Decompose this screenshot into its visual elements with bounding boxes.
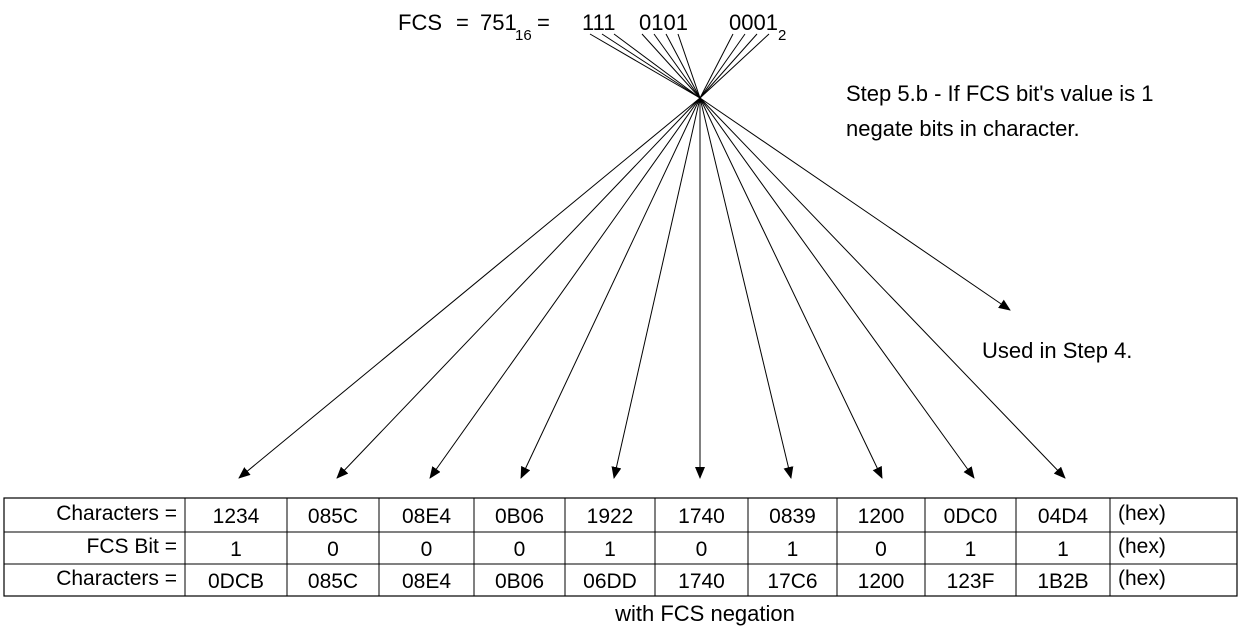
binary-group: 111 [582, 10, 615, 35]
table-cell: 085C [308, 505, 358, 528]
table-caption: with FCS negation [614, 601, 795, 626]
table-cell: 1200 [858, 570, 905, 593]
hex-base-subscript: 16 [515, 27, 532, 44]
bit-line [653, 33, 701, 99]
bit-arrow [336, 97, 701, 479]
table-cell: 0839 [769, 505, 816, 528]
table-cell: 0 [421, 538, 433, 561]
table-cell: 1 [604, 538, 616, 561]
bit-line [665, 33, 701, 99]
bit-line [699, 33, 734, 99]
converging-lines [589, 33, 770, 99]
bit-arrow [699, 97, 794, 479]
table-cell: 04D4 [1038, 505, 1089, 528]
arrows [238, 97, 1066, 479]
bit-arrow [238, 97, 701, 479]
table-cell: 0B06 [495, 505, 544, 528]
equals-sign: = [456, 10, 469, 35]
row-label: FCS Bit = [87, 535, 177, 558]
bit-line [699, 33, 770, 99]
fcs-hex-value: 751 [480, 10, 517, 35]
row-label: Characters = [56, 567, 177, 590]
step-5b-note-line2: negate bits in character. [846, 116, 1080, 141]
table-cell: 0DCB [208, 570, 264, 593]
bit-line [601, 33, 701, 99]
table-cell: 1 [787, 538, 799, 561]
bit-arrow [429, 97, 701, 479]
table-cell: 0 [875, 538, 887, 561]
bit-arrow [611, 97, 701, 479]
unit-label: (hex) [1118, 535, 1166, 558]
fcs-equation: FCS = 751 16 = 111 0101 0001 2 [398, 10, 786, 44]
table-cell: 1 [230, 538, 242, 561]
table-cell: 1234 [213, 505, 260, 528]
table-cell: 08E4 [402, 505, 451, 528]
bit-arrow [699, 97, 883, 479]
bit-arrow [520, 97, 701, 479]
table-cell: 17C6 [767, 570, 817, 593]
table-cell: 1922 [587, 505, 634, 528]
binary-group: 0001 [729, 10, 778, 35]
table-cell: 085C [308, 570, 358, 593]
table-cell: 0B06 [495, 570, 544, 593]
fcs-table: Characters = 1234 085C 08E4 0B06 1922 1740 0839… [3, 497, 1238, 597]
table-cell: 1 [965, 538, 977, 561]
table-cell: 0 [327, 538, 339, 561]
table-cell: 06DD [583, 570, 637, 593]
bit-arrow [699, 97, 975, 479]
table-border [3, 497, 1238, 597]
unit-label: (hex) [1118, 502, 1166, 525]
bit-arrow [699, 97, 1011, 311]
fcs-label: FCS [398, 10, 442, 35]
equals-sign: = [537, 10, 550, 35]
bit-line [641, 33, 701, 99]
bit-arrow [699, 97, 1066, 479]
table-cell: 1200 [858, 505, 905, 528]
table-cell: 123F [947, 570, 995, 593]
bit-line [589, 33, 701, 99]
table-cell: 1740 [678, 505, 725, 528]
binary-base-subscript: 2 [778, 27, 786, 44]
bit-line [677, 33, 701, 99]
table-cell: 0 [514, 538, 526, 561]
unit-label: (hex) [1118, 567, 1166, 590]
table-cell: 0 [696, 538, 708, 561]
binary-group: 0101 [639, 10, 688, 35]
table-cell: 0DC0 [944, 505, 998, 528]
table-cell: 08E4 [402, 570, 451, 593]
table-cell: 1 [1057, 538, 1069, 561]
row-label: Characters = [56, 502, 177, 525]
bit-line [613, 33, 701, 99]
table-cell: 1740 [678, 570, 725, 593]
step-5b-note-line1: Step 5.b - If FCS bit's value is 1 [846, 81, 1153, 106]
bit-line [699, 33, 758, 99]
step-4-note: Used in Step 4. [982, 338, 1132, 363]
bit-line [699, 33, 746, 99]
table-cell: 1B2B [1037, 570, 1088, 593]
